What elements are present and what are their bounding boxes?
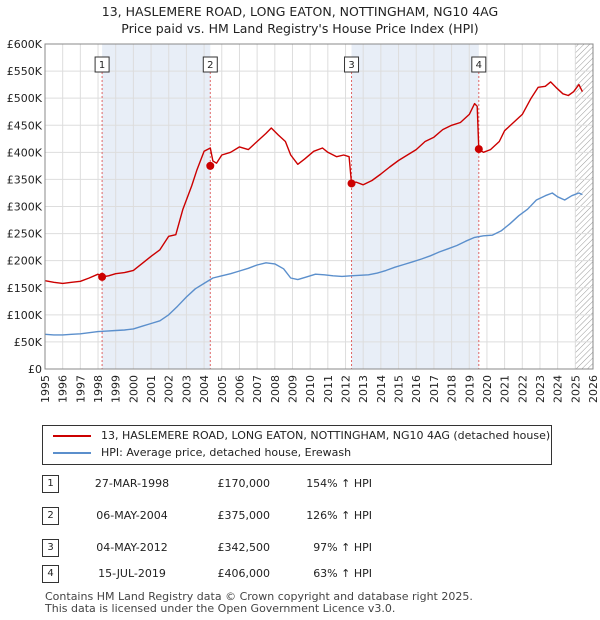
legend-label-property: 13, HASLEMERE ROAD, LONG EATON, NOTTINGH… <box>101 429 551 442</box>
y-tick-label: £450K <box>7 119 43 132</box>
sale-label-number: 4 <box>476 60 482 71</box>
x-tick-label: 1999 <box>110 375 123 403</box>
x-tick-label: 2026 <box>587 375 600 403</box>
x-tick-label: 2024 <box>552 375 565 403</box>
x-tick-label: 2009 <box>286 375 299 403</box>
x-tick-label: 2002 <box>163 375 176 403</box>
x-tick-label: 1995 <box>39 375 52 403</box>
x-tick-label: 1996 <box>57 375 70 403</box>
y-tick-label: £600K <box>7 38 43 51</box>
x-tick-label: 2004 <box>198 375 211 403</box>
sale-point <box>347 179 356 188</box>
x-tick-label: 2008 <box>269 375 282 403</box>
x-tick-label: 2023 <box>534 375 547 403</box>
legend-label-hpi: HPI: Average price, detached house, Erew… <box>101 446 352 459</box>
x-tick-label: 2020 <box>481 375 494 403</box>
chart-title: 13, HASLEMERE ROAD, LONG EATON, NOTTINGH… <box>101 4 499 19</box>
y-tick-label: £150K <box>7 282 43 295</box>
x-tick-label: 2014 <box>375 375 388 403</box>
x-tick-label: 2007 <box>251 375 264 403</box>
transaction-price: £342,500 <box>217 541 271 554</box>
y-tick-label: £200K <box>7 255 43 268</box>
x-tick-label: 2005 <box>216 375 229 403</box>
transaction-date: 15-JUL-2019 <box>98 567 166 580</box>
transaction-date: 27-MAR-1998 <box>94 477 170 490</box>
x-tick-label: 2003 <box>180 375 193 403</box>
y-tick-label: £550K <box>7 65 43 78</box>
transaction-price: £375,000 <box>217 509 271 522</box>
x-tick-label: 2025 <box>569 375 582 403</box>
x-tick-label: 2022 <box>516 375 529 403</box>
transaction-number: 3 <box>42 539 59 557</box>
hpi-line <box>44 192 583 336</box>
transaction-number: 2 <box>42 507 59 525</box>
sale-label-box <box>344 56 360 73</box>
transaction-hpi: 126% ↑ HPI <box>306 509 372 522</box>
x-tick-label: 2015 <box>393 375 406 403</box>
transaction-date: 04-MAY-2012 <box>96 541 168 554</box>
legend-item-hpi: HPI: Average price, detached house, Erew… <box>53 445 351 461</box>
x-tick-label: 2012 <box>340 375 353 403</box>
transaction-date: 06-MAY-2004 <box>96 509 168 522</box>
transaction-number: 1 <box>42 475 59 493</box>
sale-point <box>98 272 107 281</box>
x-tick-label: 2013 <box>357 375 370 403</box>
price-chart: 1 2 3 4 £0 £50K £100K £150K £200K £250K £300K £350… <box>7 38 600 403</box>
footer-copyright: Contains HM Land Registry data © Crown c… <box>45 590 473 603</box>
x-tick-label: 2016 <box>410 375 423 403</box>
legend-item-property: 13, HASLEMERE ROAD, LONG EATON, NOTTINGH… <box>53 428 550 444</box>
y-tick-label: £0 <box>28 363 42 376</box>
x-tick-label: 2000 <box>127 375 140 403</box>
property-price-line <box>44 81 584 285</box>
x-tick-label: 2021 <box>499 375 512 403</box>
transaction-number: 4 <box>42 565 59 583</box>
y-tick-label: £50K <box>14 336 43 349</box>
x-tick-label: 1998 <box>92 375 105 403</box>
plot-frame <box>44 43 594 370</box>
sale-label-number: 2 <box>207 60 213 71</box>
x-tick-label: 2010 <box>304 375 317 403</box>
y-tick-label: £500K <box>7 92 43 105</box>
sale-label-box <box>202 56 218 73</box>
y-tick-label: £300K <box>7 201 43 214</box>
transaction-hpi: 97% ↑ HPI <box>313 541 372 554</box>
y-tick-label: £100K <box>7 309 43 322</box>
transaction-price: £170,000 <box>217 477 271 490</box>
sale-label-box <box>471 56 487 73</box>
x-tick-label: 2011 <box>322 375 335 403</box>
x-tick-label: 1997 <box>74 375 87 403</box>
sale-point <box>206 161 215 170</box>
x-tick-label: 2019 <box>463 375 476 403</box>
x-tick-label: 2006 <box>233 375 246 403</box>
transaction-hpi: 63% ↑ HPI <box>313 567 372 580</box>
chart-legend: 13, HASLEMERE ROAD, LONG EATON, NOTTINGH… <box>42 425 552 465</box>
x-tick-label: 2001 <box>145 375 158 403</box>
x-tick-label: 2017 <box>428 375 441 403</box>
transaction-price: £406,000 <box>217 567 271 580</box>
y-tick-label: £400K <box>7 146 43 159</box>
sale-label-number: 3 <box>348 60 354 71</box>
sale-label-number: 1 <box>99 60 105 71</box>
chart-subtitle: Price paid vs. HM Land Registry's House … <box>121 21 479 36</box>
legend-swatch-hpi <box>53 452 91 454</box>
transaction-hpi: 154% ↑ HPI <box>306 477 372 490</box>
legend-swatch-property <box>53 435 91 437</box>
sale-label-box <box>94 56 110 73</box>
sale-point <box>474 145 483 154</box>
y-tick-label: £250K <box>7 228 43 241</box>
y-tick-label: £350K <box>7 173 43 186</box>
x-tick-label: 2018 <box>446 375 459 403</box>
footer-licence: This data is licensed under the Open Gov… <box>45 602 396 615</box>
